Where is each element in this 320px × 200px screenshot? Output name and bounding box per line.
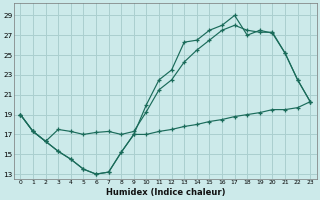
X-axis label: Humidex (Indice chaleur): Humidex (Indice chaleur) bbox=[106, 188, 225, 197]
